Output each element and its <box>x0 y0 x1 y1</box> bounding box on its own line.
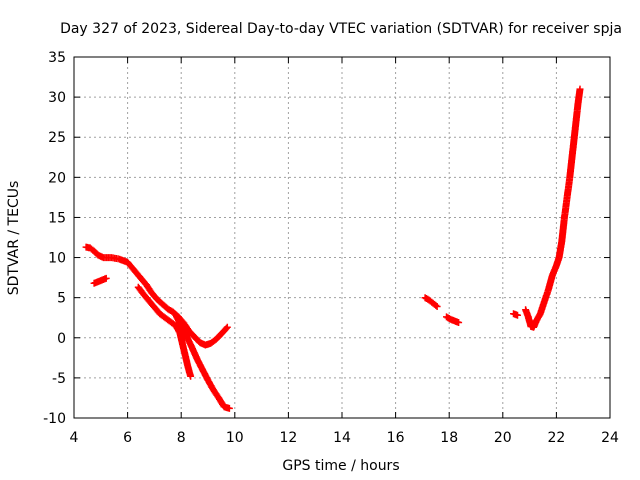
y-axis-label: SDTVAR / TECUs <box>6 181 22 296</box>
data-point-cluster <box>510 310 521 319</box>
data-point-cluster <box>134 283 195 380</box>
x-tick-label: 4 <box>70 430 79 446</box>
data-point-cluster <box>421 294 441 310</box>
data-point-cluster <box>82 243 231 349</box>
y-tick-label: 20 <box>48 170 66 186</box>
y-tick-label: 0 <box>57 331 66 347</box>
y-tick-label: 30 <box>48 90 66 106</box>
x-tick-label: 18 <box>440 430 458 446</box>
y-tick-label: -5 <box>52 371 66 387</box>
x-tick-label: 16 <box>387 430 405 446</box>
data-point-cluster <box>172 311 233 412</box>
y-tick-label: 35 <box>48 50 66 66</box>
chart-title: Day 327 of 2023, Sidereal Day-to-day VTE… <box>60 21 622 37</box>
y-tick-label: 15 <box>48 210 66 226</box>
x-tick-label: 22 <box>547 430 565 446</box>
y-tick-label: 10 <box>48 251 66 267</box>
x-tick-label: 10 <box>226 430 244 446</box>
data-point-cluster <box>90 274 110 287</box>
x-tick-label: 14 <box>333 430 351 446</box>
axis-ticks: 4 6 8 10 12 14 16 18 20 22 24 -10 -5 0 5 10 15 20 25 30 35 <box>43 50 619 446</box>
y-tick-label: -10 <box>43 411 66 427</box>
y-tick-label: 5 <box>57 291 66 307</box>
data-point-cluster <box>443 313 463 326</box>
x-tick-label: 20 <box>494 430 512 446</box>
x-tick-label: 24 <box>601 430 619 446</box>
x-tick-label: 8 <box>177 430 186 446</box>
x-tick-label: 12 <box>279 430 297 446</box>
y-tick-label: 25 <box>48 130 66 146</box>
grid-lines <box>74 57 610 418</box>
data-point-cluster <box>522 85 584 331</box>
x-tick-label: 6 <box>123 430 132 446</box>
data-points <box>82 85 584 412</box>
x-axis-label: GPS time / hours <box>282 458 399 474</box>
